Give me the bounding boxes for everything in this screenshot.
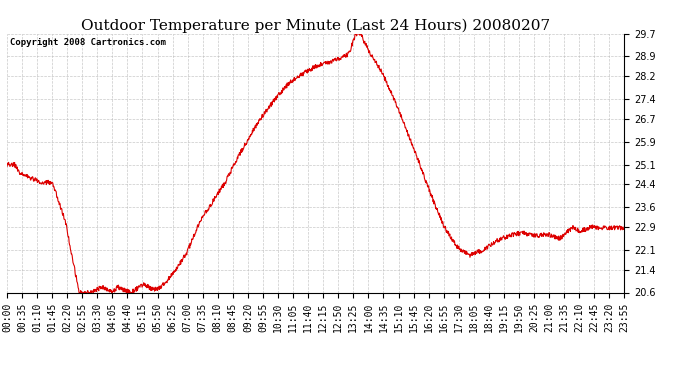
Title: Outdoor Temperature per Minute (Last 24 Hours) 20080207: Outdoor Temperature per Minute (Last 24 … [81,18,550,33]
Text: Copyright 2008 Cartronics.com: Copyright 2008 Cartronics.com [10,38,166,46]
